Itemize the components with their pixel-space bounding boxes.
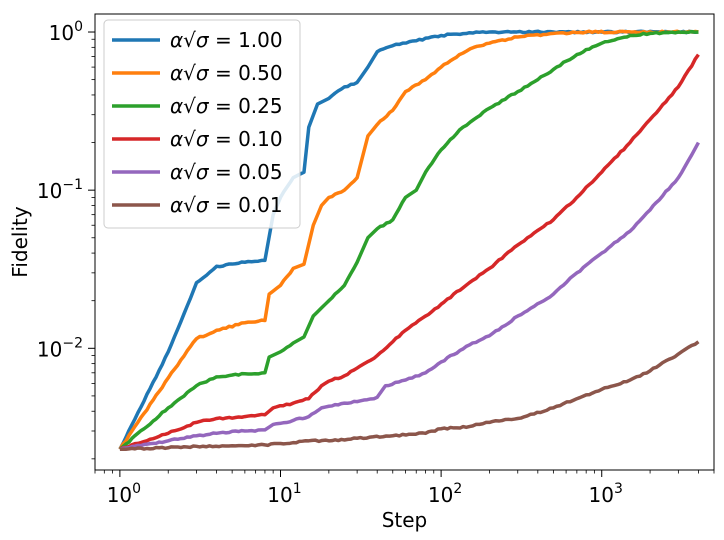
legend: α√σ = 1.00 α√σ = 0.50 α√σ = 0.25 α√σ = 0.10… xyxy=(103,19,301,229)
y-tick-label: 10−2 xyxy=(37,335,83,361)
legend-label-0.01: α√σ = 0.01 xyxy=(170,193,283,217)
legend-label-0.05: α√σ = 0.05 xyxy=(170,160,283,184)
axes: 100 101 102 103 10−2 10−1 100 Step Fidelity xyxy=(8,13,715,532)
legend-label-0.50: α√σ = 0.50 xyxy=(170,61,283,85)
x-axis-label: Step xyxy=(382,508,428,532)
series-lines xyxy=(118,29,700,451)
legend-label-0.25: α√σ = 0.25 xyxy=(170,94,283,118)
series-line-0.25 xyxy=(118,29,699,451)
y-tick-label: 100 xyxy=(49,19,83,45)
series-line-0.10 xyxy=(119,53,700,451)
series-line-0.05 xyxy=(119,141,700,451)
legend-label-0.10: α√σ = 0.10 xyxy=(170,127,283,151)
x-tick-label: 100 xyxy=(107,481,141,507)
series-line-0.50 xyxy=(118,29,699,451)
y-axis-label: Fidelity xyxy=(8,206,32,278)
y-tick-label: 10−1 xyxy=(37,177,83,203)
series-line-0.01 xyxy=(119,340,700,451)
x-tick-label: 102 xyxy=(428,481,462,507)
x-tick-label: 101 xyxy=(267,481,301,507)
x-tick-label: 103 xyxy=(589,481,623,507)
legend-label-1.00: α√σ = 1.00 xyxy=(170,28,283,52)
plot-frame xyxy=(94,13,715,471)
